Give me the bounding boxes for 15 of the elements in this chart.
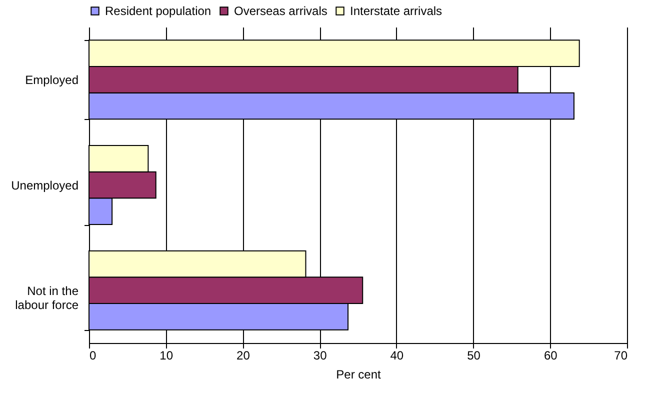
x-tick-label: 60	[544, 348, 558, 362]
legend-label: Overseas arrivals	[234, 4, 328, 18]
y-tick-label: Employed	[25, 73, 78, 88]
y-tick-label: Unemployed	[11, 178, 78, 192]
x-tick-label: 70	[614, 348, 628, 362]
x-axis-title: Per cent	[336, 368, 382, 382]
x-tick-label: 0	[90, 348, 96, 362]
x-tick-label: 20	[236, 348, 250, 362]
y-tick-label: Not in the labour force	[15, 284, 79, 312]
x-tick-label: 10	[160, 348, 174, 362]
legend-label: Resident population	[105, 4, 212, 18]
legend-label: Interstate arrivals	[350, 4, 442, 18]
x-tick-label: 30	[313, 348, 328, 362]
x-tick-label: 50	[467, 348, 481, 362]
x-tick-label: 40	[390, 348, 404, 362]
